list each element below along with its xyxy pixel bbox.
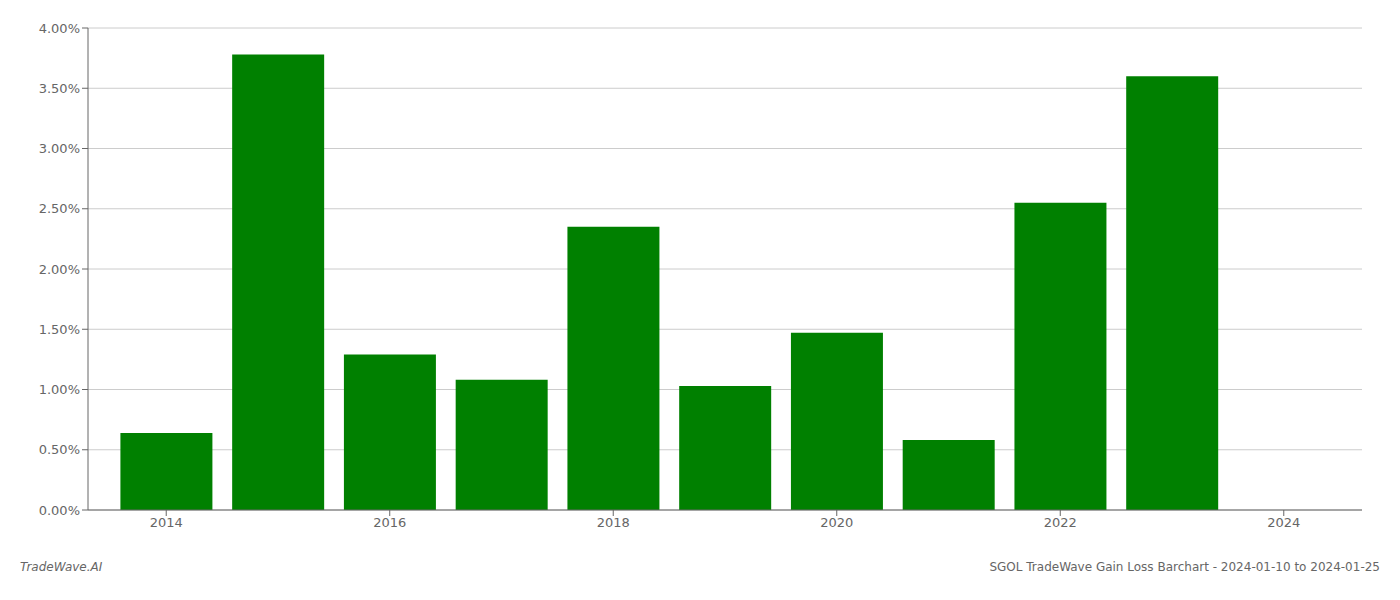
svg-text:2018: 2018 <box>597 515 630 530</box>
svg-text:2.00%: 2.00% <box>39 262 80 277</box>
svg-text:3.00%: 3.00% <box>39 141 80 156</box>
svg-text:2024: 2024 <box>1267 515 1300 530</box>
svg-text:4.00%: 4.00% <box>39 21 80 36</box>
svg-text:1.50%: 1.50% <box>39 322 80 337</box>
svg-text:2022: 2022 <box>1044 515 1077 530</box>
svg-text:0.00%: 0.00% <box>39 503 80 518</box>
svg-text:1.00%: 1.00% <box>39 382 80 397</box>
svg-text:2016: 2016 <box>373 515 406 530</box>
svg-text:2.50%: 2.50% <box>39 201 80 216</box>
svg-text:2020: 2020 <box>820 515 853 530</box>
svg-text:2014: 2014 <box>150 515 183 530</box>
html-text:TradeWave.AI: TradeWave.AI <box>20 560 103 574</box>
svg-text:3.50%: 3.50% <box>39 81 80 96</box>
html-text:SGOL TradeWave Gain Loss Barch: SGOL TradeWave Gain Loss Barchart - 2024… <box>989 560 1380 574</box>
svg-text:0.50%: 0.50% <box>39 442 80 457</box>
